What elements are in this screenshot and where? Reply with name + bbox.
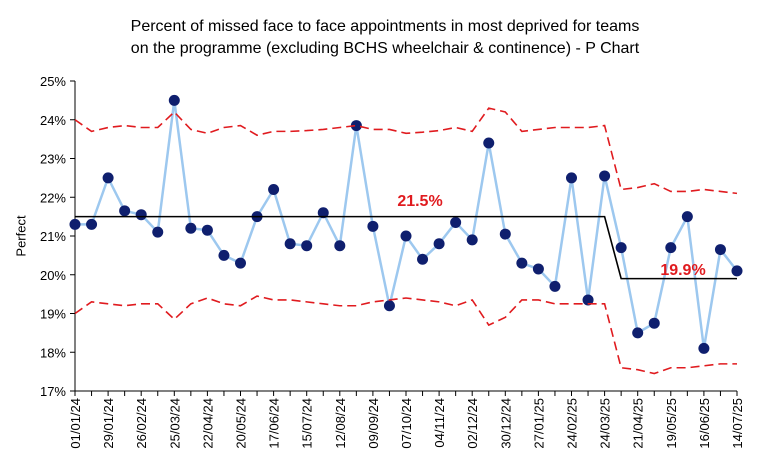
data-point xyxy=(681,211,693,223)
x-tick-label: 22/04/24 xyxy=(200,398,215,449)
x-tick-label: 24/02/25 xyxy=(565,398,580,449)
y-tick-label: 19% xyxy=(40,307,66,322)
data-line xyxy=(75,100,738,349)
data-point xyxy=(433,238,445,250)
annotation: 21.5% xyxy=(397,193,442,210)
x-tick-label: 15/07/24 xyxy=(300,398,315,449)
data-point xyxy=(582,294,594,306)
x-tick-label: 17/06/24 xyxy=(267,398,282,449)
y-tick-label: 23% xyxy=(40,152,66,167)
x-tick-label: 14/07/25 xyxy=(730,398,745,449)
data-point xyxy=(615,242,627,254)
y-tick-label: 20% xyxy=(40,268,66,283)
x-tick-label: 27/01/25 xyxy=(531,398,546,449)
x-tick-label: 19/05/25 xyxy=(664,398,679,449)
data-point xyxy=(599,170,611,182)
data-point xyxy=(499,228,511,240)
y-tick-label: 17% xyxy=(40,384,66,399)
x-tick-label: 26/02/24 xyxy=(134,398,149,449)
data-point xyxy=(350,120,362,132)
data-point xyxy=(334,240,346,252)
data-point xyxy=(516,257,528,269)
chart-title: Percent of missed face to face appointme… xyxy=(131,18,640,35)
x-tick-label: 16/06/25 xyxy=(697,398,712,449)
x-tick-label: 09/09/24 xyxy=(366,398,381,449)
data-point xyxy=(665,242,677,254)
x-tick-label: 29/01/24 xyxy=(101,398,116,449)
y-axis-label: Perfect xyxy=(13,215,28,257)
data-point xyxy=(714,244,726,256)
data-point xyxy=(218,249,230,261)
y-tick-label: 21% xyxy=(40,229,66,244)
data-point xyxy=(168,94,180,106)
chart-title: on the programme (excluding BCHS wheelch… xyxy=(131,40,640,57)
data-point xyxy=(86,218,98,230)
data-point xyxy=(284,238,296,250)
data-point xyxy=(301,240,313,252)
data-point xyxy=(450,216,462,228)
annotation: 19.9% xyxy=(660,262,705,279)
x-tick-label: 21/04/25 xyxy=(631,398,646,449)
mean-line xyxy=(75,215,737,280)
y-tick-label: 18% xyxy=(40,345,66,360)
data-point xyxy=(119,205,131,217)
x-tick-label: 24/03/25 xyxy=(598,398,613,449)
x-tick-label: 20/05/24 xyxy=(234,398,249,449)
data-point xyxy=(466,234,478,246)
data-point xyxy=(201,224,213,236)
data-point xyxy=(69,218,81,230)
data-point xyxy=(102,172,114,184)
data-point xyxy=(532,263,544,275)
data-point xyxy=(648,317,660,329)
data-point xyxy=(135,209,147,221)
data-point xyxy=(235,257,246,269)
x-tick-label: 07/10/24 xyxy=(399,398,414,449)
y-tick-label: 24% xyxy=(40,113,66,128)
x-tick-label: 25/03/24 xyxy=(167,398,182,449)
x-tick-label: 01/01/24 xyxy=(68,398,83,449)
x-tick-label: 30/12/24 xyxy=(498,398,513,449)
data-point xyxy=(152,226,164,238)
x-tick-label: 02/12/24 xyxy=(465,398,480,449)
data-point xyxy=(383,300,395,312)
data-point xyxy=(417,253,429,265)
data-point xyxy=(632,327,644,339)
x-tick-label: 12/08/24 xyxy=(333,398,348,449)
data-point xyxy=(367,220,379,232)
limit-line xyxy=(74,107,738,195)
data-point xyxy=(185,222,197,234)
data-point xyxy=(268,184,280,195)
data-point xyxy=(483,137,495,149)
data-point xyxy=(698,342,710,354)
data-point xyxy=(400,230,412,242)
y-tick-label: 25% xyxy=(40,74,66,89)
data-point xyxy=(549,280,561,292)
y-tick-label: 22% xyxy=(40,190,66,205)
limit-line xyxy=(74,295,737,375)
data-point xyxy=(317,207,329,219)
data-point xyxy=(566,172,577,184)
x-tick-label: 04/11/24 xyxy=(432,398,447,448)
data-point xyxy=(731,265,743,277)
